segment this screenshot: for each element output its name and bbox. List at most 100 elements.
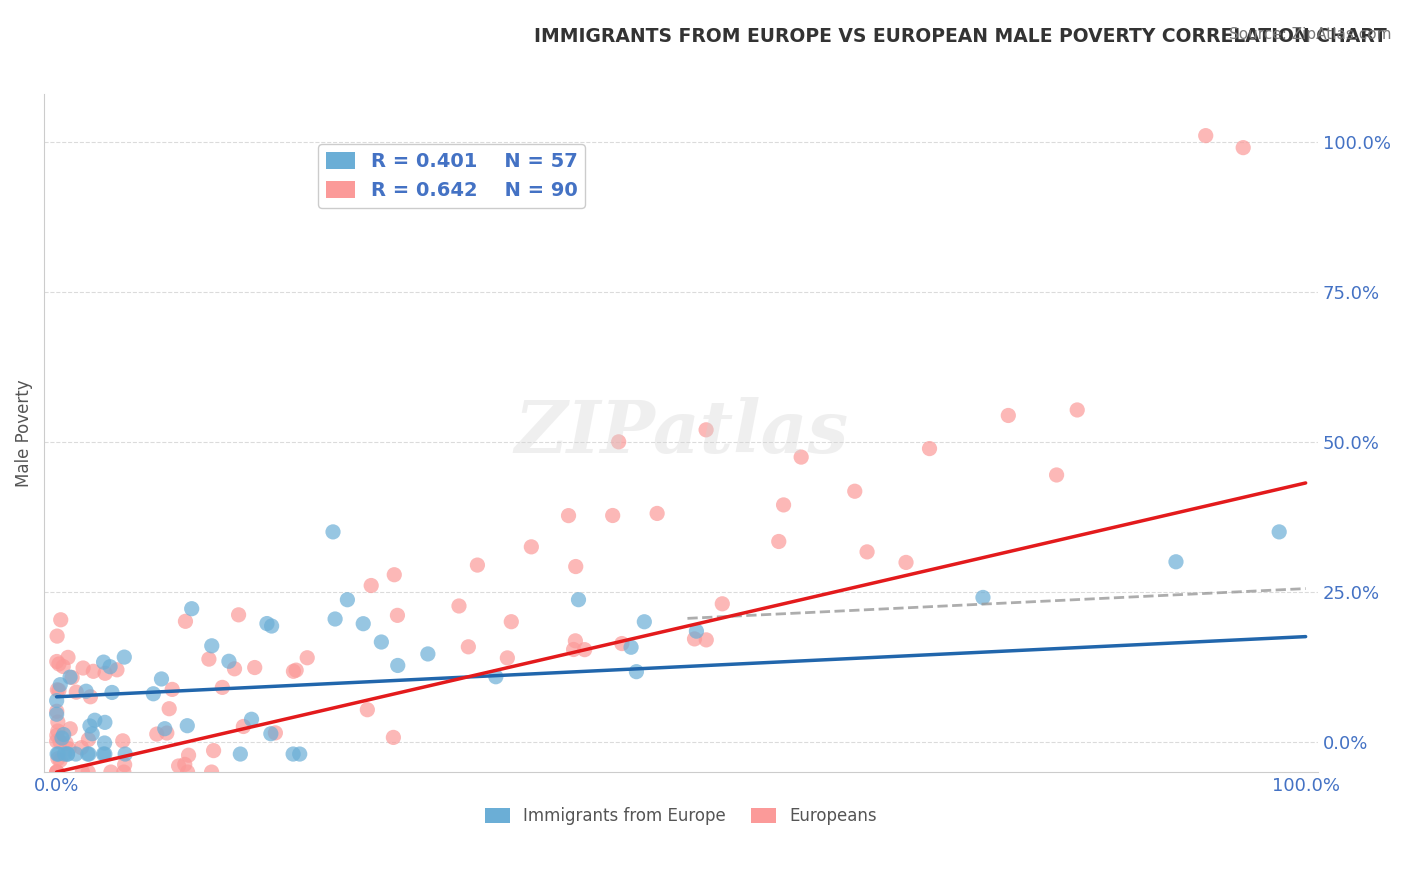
Point: [772, 498, 794, 512]
Point: [557, 508, 579, 523]
Point: [65, 685, 87, 699]
Point: [77, 747, 100, 761]
Point: [496, 651, 519, 665]
Point: [46, 747, 69, 761]
Point: [111, 734, 134, 748]
Point: [1232, 141, 1254, 155]
Point: [150, 672, 173, 686]
Point: [100, 765, 122, 780]
Point: [685, 624, 707, 639]
Point: [323, 612, 346, 626]
Point: [173, 757, 195, 772]
Point: [626, 665, 648, 679]
Point: [60, 670, 83, 684]
Point: [52, 727, 75, 741]
Point: [1066, 403, 1088, 417]
Point: [224, 662, 246, 676]
Point: [228, 607, 250, 622]
Point: [98, 659, 121, 673]
Point: [93, 747, 115, 761]
Point: [94, 715, 117, 730]
Point: [567, 592, 589, 607]
Point: [387, 658, 409, 673]
Point: [211, 681, 233, 695]
Point: [46, 752, 69, 766]
Point: [160, 682, 183, 697]
Point: [387, 608, 409, 623]
Point: [229, 747, 252, 761]
Point: [574, 642, 596, 657]
Point: [485, 670, 508, 684]
Point: [200, 765, 222, 780]
Point: [240, 712, 263, 726]
Point: [610, 636, 633, 650]
Point: [65, 747, 87, 761]
Point: [202, 743, 225, 757]
Point: [844, 484, 866, 499]
Point: [72, 765, 94, 780]
Point: [174, 615, 197, 629]
Point: [105, 663, 128, 677]
Point: [82, 665, 104, 679]
Point: [356, 703, 378, 717]
Point: [457, 640, 479, 654]
Point: [114, 757, 136, 772]
Point: [93, 736, 115, 750]
Point: [59, 722, 82, 736]
Point: [112, 765, 135, 780]
Point: [177, 748, 200, 763]
Point: [52, 659, 75, 673]
Point: [146, 727, 169, 741]
Text: Source: ZipAtlas.com: Source: ZipAtlas.com: [1229, 27, 1392, 42]
Point: [218, 654, 240, 668]
Point: [281, 747, 304, 761]
Text: IMMIGRANTS FROM EUROPE VS EUROPEAN MALE POVERTY CORRELATION CHART: IMMIGRANTS FROM EUROPE VS EUROPEAN MALE …: [534, 27, 1388, 45]
Point: [58, 741, 80, 756]
Point: [76, 747, 98, 761]
Point: [243, 660, 266, 674]
Point: [49, 735, 72, 749]
Point: [447, 599, 470, 613]
Point: [285, 663, 308, 677]
Point: [56, 747, 79, 761]
Point: [201, 639, 224, 653]
Point: [70, 740, 93, 755]
Point: [82, 727, 104, 741]
Point: [94, 666, 117, 681]
Point: [45, 655, 67, 669]
Point: [51, 731, 73, 745]
Point: [53, 747, 76, 761]
Point: [77, 765, 100, 780]
Point: [336, 592, 359, 607]
Point: [856, 545, 879, 559]
Point: [683, 632, 706, 646]
Point: [101, 685, 124, 699]
Point: [382, 731, 405, 745]
Point: [45, 734, 67, 748]
Point: [297, 650, 319, 665]
Point: [416, 647, 439, 661]
Point: [46, 714, 69, 729]
Point: [55, 736, 77, 750]
Point: [501, 615, 523, 629]
Point: [49, 613, 72, 627]
Point: [46, 765, 69, 780]
Point: [167, 759, 190, 773]
Point: [156, 726, 179, 740]
Point: [176, 719, 198, 733]
Point: [93, 655, 115, 669]
Point: [260, 619, 283, 633]
Point: [79, 719, 101, 733]
Point: [562, 642, 585, 657]
Point: [49, 678, 72, 692]
Legend: Immigrants from Europe, Europeans: Immigrants from Europe, Europeans: [478, 800, 884, 831]
Point: [1164, 555, 1187, 569]
Point: [768, 534, 790, 549]
Point: [49, 753, 72, 767]
Point: [607, 434, 630, 449]
Point: [997, 409, 1019, 423]
Point: [288, 747, 311, 761]
Point: [198, 652, 221, 666]
Point: [645, 507, 668, 521]
Point: [45, 707, 67, 722]
